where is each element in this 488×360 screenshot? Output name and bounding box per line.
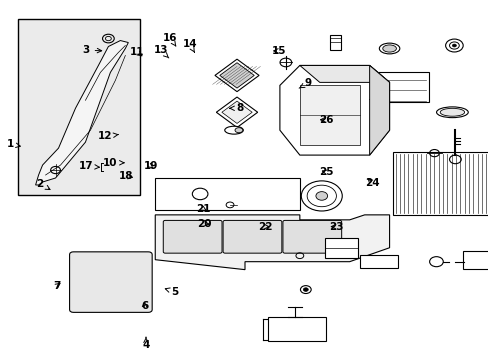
- Text: 13: 13: [153, 45, 168, 58]
- Bar: [267, 318, 325, 341]
- Text: 2: 2: [36, 179, 50, 190]
- Text: 6: 6: [141, 301, 148, 311]
- Text: 15: 15: [271, 46, 285, 56]
- Bar: [392, 152, 488, 215]
- Circle shape: [451, 44, 455, 47]
- Ellipse shape: [382, 45, 396, 52]
- FancyBboxPatch shape: [223, 220, 281, 253]
- Ellipse shape: [436, 107, 468, 118]
- Text: 17: 17: [79, 161, 99, 171]
- Circle shape: [315, 192, 327, 200]
- Text: 10: 10: [103, 158, 124, 168]
- Ellipse shape: [379, 43, 399, 54]
- Text: 4: 4: [142, 337, 149, 350]
- Text: 19: 19: [143, 161, 158, 171]
- Polygon shape: [369, 66, 389, 155]
- Ellipse shape: [224, 126, 243, 134]
- Polygon shape: [222, 101, 252, 123]
- Polygon shape: [216, 97, 257, 127]
- Bar: [324, 238, 357, 258]
- Circle shape: [303, 288, 307, 291]
- Ellipse shape: [439, 108, 464, 116]
- FancyBboxPatch shape: [283, 220, 341, 253]
- Text: 12: 12: [98, 131, 118, 141]
- Text: 11: 11: [130, 47, 144, 57]
- Bar: [329, 35, 340, 50]
- Polygon shape: [219, 63, 254, 88]
- FancyBboxPatch shape: [462, 251, 488, 269]
- Bar: [155, 178, 299, 210]
- Bar: [374, 72, 428, 102]
- Ellipse shape: [235, 128, 243, 133]
- Polygon shape: [299, 85, 359, 145]
- Text: 18: 18: [119, 171, 134, 181]
- Polygon shape: [155, 215, 389, 270]
- Text: 22: 22: [257, 222, 272, 231]
- Polygon shape: [299, 66, 389, 82]
- Polygon shape: [36, 41, 128, 185]
- Polygon shape: [279, 66, 389, 155]
- Text: 14: 14: [182, 40, 197, 52]
- Text: 9: 9: [299, 78, 311, 88]
- Text: 23: 23: [328, 222, 343, 231]
- Text: 25: 25: [319, 167, 333, 177]
- Text: 26: 26: [319, 115, 333, 125]
- Text: 1: 1: [7, 139, 20, 149]
- Text: 3: 3: [82, 45, 102, 55]
- Text: 24: 24: [364, 178, 379, 188]
- Text: 7: 7: [53, 281, 61, 291]
- Text: 20: 20: [197, 219, 211, 229]
- FancyBboxPatch shape: [163, 220, 222, 253]
- Bar: [18, 19, 140, 195]
- Text: 8: 8: [229, 103, 243, 113]
- Bar: [359, 255, 397, 268]
- Text: 5: 5: [165, 287, 179, 297]
- Text: 21: 21: [195, 204, 210, 214]
- Text: 16: 16: [163, 33, 177, 46]
- FancyBboxPatch shape: [69, 252, 152, 312]
- Polygon shape: [215, 59, 259, 92]
